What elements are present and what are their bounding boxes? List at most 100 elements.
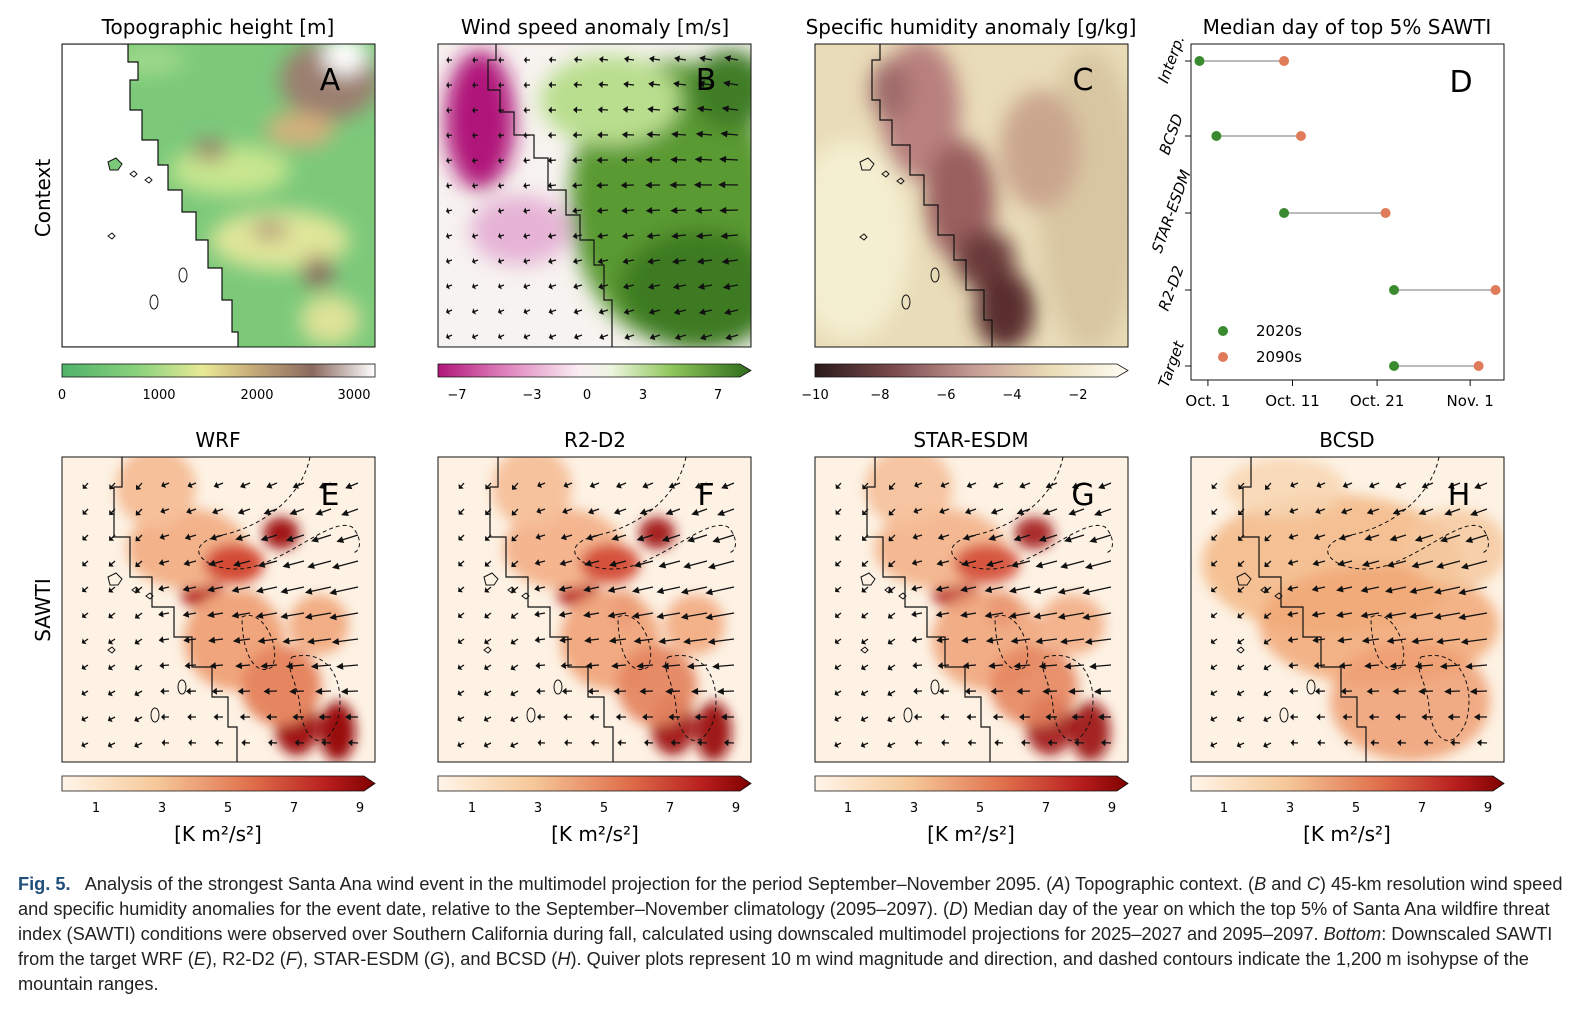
point-2090s bbox=[1279, 56, 1290, 66]
wind-arrow bbox=[134, 741, 143, 749]
wind-arrow bbox=[534, 584, 546, 592]
wind-arrow bbox=[231, 611, 251, 619]
island-outline bbox=[1306, 679, 1316, 695]
caption-text: ) 45-km resolution wind speed and specif… bbox=[18, 874, 1563, 919]
wind-arrow bbox=[1317, 739, 1326, 747]
wind-arrow bbox=[960, 611, 977, 619]
chart-legend: 2020s 2090s bbox=[1218, 322, 1302, 366]
wind-arrow bbox=[597, 257, 609, 265]
wind-arrow bbox=[1342, 481, 1353, 489]
wind-arrow bbox=[268, 739, 278, 747]
wind-arrow bbox=[1097, 713, 1112, 721]
wind-arrow bbox=[705, 612, 735, 621]
wind-arrow bbox=[589, 481, 600, 489]
wind-arrow bbox=[187, 481, 197, 489]
wind-arrow bbox=[558, 585, 573, 593]
wind-arrow bbox=[598, 308, 609, 315]
wind-arrow bbox=[1290, 739, 1299, 747]
wind-arrow bbox=[887, 638, 896, 645]
wind-arrow bbox=[108, 612, 116, 619]
wind-arrow bbox=[523, 131, 531, 139]
wind-arrow bbox=[1409, 612, 1434, 620]
wind-arrow bbox=[862, 482, 869, 490]
wind-arrow bbox=[707, 638, 735, 645]
wind-arrow bbox=[990, 687, 1004, 695]
wind-arrow bbox=[623, 308, 635, 315]
wind-arrow bbox=[1389, 662, 1407, 670]
sawti-tick: 7 bbox=[1042, 801, 1050, 816]
wind-arrow bbox=[548, 131, 557, 139]
wind-arrow bbox=[109, 482, 116, 490]
wind-vectors bbox=[834, 481, 1112, 749]
wind-vectors bbox=[81, 481, 359, 749]
wind-arrow bbox=[1316, 713, 1326, 721]
wind-arrow bbox=[498, 333, 505, 340]
wind-arrow bbox=[720, 130, 739, 138]
wind-arrow bbox=[135, 560, 143, 567]
wind-arrow bbox=[158, 610, 170, 618]
sawti-tick: 7 bbox=[290, 801, 298, 816]
wind-arrow bbox=[1060, 560, 1085, 569]
wind-arrow bbox=[108, 664, 116, 671]
island-outline bbox=[930, 679, 940, 695]
wind-arrow bbox=[289, 687, 305, 695]
wind-arrow bbox=[1342, 713, 1353, 721]
wind-arrow bbox=[1361, 636, 1380, 644]
wind-arrow bbox=[1013, 662, 1031, 670]
wind-arrow bbox=[1360, 586, 1380, 593]
wind-arrow bbox=[81, 690, 89, 697]
caption-text: ) Topographic context. ( bbox=[1064, 874, 1255, 894]
sawti-tick: 5 bbox=[1352, 801, 1360, 816]
wind-arrow bbox=[523, 257, 531, 265]
wind-arrow bbox=[207, 585, 224, 593]
wind-arrow bbox=[1210, 664, 1218, 671]
wind-arrow bbox=[960, 585, 977, 593]
wind-arrow bbox=[511, 508, 519, 516]
wind-arrow bbox=[184, 662, 197, 670]
wind-arrow bbox=[1360, 611, 1380, 619]
caption-label: Fig. 5. bbox=[18, 874, 71, 894]
wind-arrow bbox=[695, 130, 713, 138]
legend-label-2020s: 2020s bbox=[1256, 322, 1302, 340]
wind-arrow bbox=[572, 207, 583, 215]
wind-arrow bbox=[672, 283, 687, 290]
wind-arrow bbox=[721, 105, 739, 113]
wind-arrow bbox=[596, 156, 609, 164]
wind-arrow bbox=[1008, 612, 1031, 619]
sawti-panel bbox=[61, 456, 376, 763]
x-tick-label: Oct. 1 bbox=[1185, 392, 1230, 410]
wind-arrow bbox=[159, 533, 170, 540]
wind-arrow bbox=[645, 156, 661, 164]
wind-arrow bbox=[341, 508, 359, 517]
wind-arrow bbox=[1100, 739, 1112, 747]
wind-arrow bbox=[263, 687, 278, 695]
wind-arrow bbox=[210, 533, 224, 541]
wind-arrow bbox=[1035, 637, 1058, 645]
sawti-panel bbox=[1190, 456, 1505, 763]
wind-arrow bbox=[861, 560, 869, 567]
wind-arrow bbox=[235, 534, 251, 541]
wind-arrow bbox=[292, 482, 305, 489]
panel-d-letter: D bbox=[1449, 65, 1472, 100]
isohypse-contour bbox=[1418, 654, 1470, 741]
wind-arrow bbox=[498, 182, 505, 190]
wind-arrow bbox=[1071, 713, 1085, 721]
wind-arrow bbox=[671, 232, 687, 240]
wind-arrow bbox=[1341, 507, 1353, 515]
wind-arrow bbox=[718, 181, 739, 189]
wind-arrow bbox=[686, 662, 708, 670]
colorbar-topo-tick: 2000 bbox=[240, 388, 273, 403]
wind-arrow bbox=[887, 612, 896, 619]
wind-arrow bbox=[622, 106, 635, 114]
point-2020s bbox=[1389, 285, 1400, 295]
wind-arrow bbox=[722, 80, 739, 88]
panel-frame bbox=[814, 456, 1129, 763]
wind-arrow bbox=[1312, 636, 1326, 644]
wind-arrow bbox=[967, 739, 977, 747]
wind-arrow bbox=[535, 533, 546, 540]
wind-arrow bbox=[82, 508, 89, 515]
sawti-tick: 3 bbox=[534, 801, 542, 816]
wind-arrow bbox=[1093, 687, 1112, 695]
wind-arrow bbox=[705, 586, 735, 596]
wind-arrow bbox=[670, 206, 687, 214]
